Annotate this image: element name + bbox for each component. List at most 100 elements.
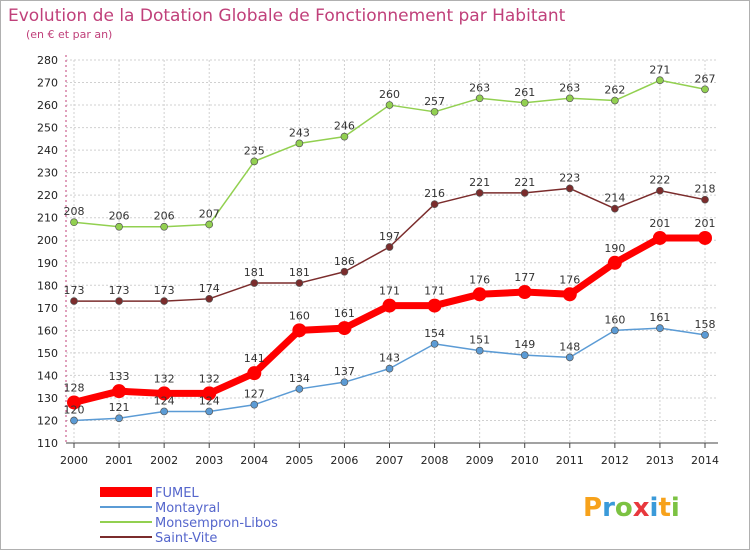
axes: 110 120 130 140 150 160 170 180 190 200 210 220 230 2… <box>37 54 719 467</box>
point-fumel-2003 <box>202 386 217 401</box>
data-label-monsempron-libos-2011: 263 <box>559 81 580 94</box>
point-montayral-2012 <box>611 326 619 335</box>
point-saint-vite-2014 <box>701 195 709 204</box>
data-label-saint-vite-2009: 221 <box>469 176 490 189</box>
y-tick-label-150: 150 <box>37 347 58 360</box>
data-label-fumel-2006: 161 <box>334 307 355 320</box>
data-label-montayral-2000: 120 <box>64 403 85 416</box>
data-label-monsempron-libos-2000: 208 <box>64 205 85 218</box>
data-label-montayral-2004: 127 <box>244 388 265 401</box>
y-tick-label-270: 270 <box>37 77 58 90</box>
y-tick-label-180: 180 <box>37 279 58 292</box>
data-label-fumel-2008: 171 <box>424 285 445 298</box>
point-fumel-2008 <box>427 298 442 313</box>
data-label-montayral-2006: 137 <box>334 365 355 378</box>
x-tick-label-2006: 2006 <box>330 454 358 467</box>
data-label-montayral-2012: 160 <box>604 313 625 326</box>
y-tick-label-240: 240 <box>37 144 58 157</box>
point-saint-vite-2003 <box>205 294 214 303</box>
data-label-monsempron-libos-2009: 263 <box>469 81 490 94</box>
point-montayral-2007 <box>385 364 394 373</box>
y-tick-label-140: 140 <box>37 369 58 382</box>
data-label-saint-vite-2012: 214 <box>604 192 625 205</box>
point-saint-vite-2011 <box>565 184 574 193</box>
logo-letter-1: r <box>602 493 615 523</box>
data-label-fumel-2009: 176 <box>469 273 490 286</box>
point-saint-vite-2005 <box>295 279 304 287</box>
y-tick-label-130: 130 <box>37 392 58 405</box>
data-label-monsempron-libos-2012: 262 <box>604 84 625 97</box>
data-label-montayral-2007: 143 <box>379 352 400 365</box>
data-label-fumel-2005: 160 <box>289 309 310 322</box>
point-monsempron-libos-2009 <box>475 94 484 103</box>
y-tick-label-170: 170 <box>37 302 58 315</box>
point-montayral-2001 <box>115 414 123 423</box>
data-label-saint-vite-2000: 173 <box>64 284 85 297</box>
data-label-fumel-2003: 132 <box>199 372 220 385</box>
data-label-fumel-2001: 133 <box>109 370 130 383</box>
data-label-fumel-2004: 141 <box>244 352 265 365</box>
data-label-fumel-2000: 128 <box>64 381 85 394</box>
point-montayral-2008 <box>430 340 439 348</box>
data-label-montayral-2003: 124 <box>199 394 220 407</box>
data-label-saint-vite-2007: 197 <box>379 230 400 243</box>
data-label-fumel-2011: 176 <box>559 273 580 286</box>
data-label-monsempron-libos-2010: 261 <box>514 86 535 99</box>
data-label-fumel-2013: 201 <box>649 217 670 230</box>
y-tick-label-190: 190 <box>37 257 58 270</box>
x-tick-label-2009: 2009 <box>466 454 494 467</box>
logo-letter-3: x <box>633 493 650 523</box>
logo-letter-5: t <box>658 493 670 523</box>
legend-label-saint-vite: Saint-Vite <box>155 531 217 546</box>
y-tick-label-110: 110 <box>37 437 58 450</box>
x-tick-label-2004: 2004 <box>240 454 268 467</box>
data-label-saint-vite-2005: 181 <box>289 266 310 279</box>
data-label-fumel-2012: 190 <box>604 242 625 255</box>
data-label-montayral-2010: 149 <box>514 338 535 351</box>
point-fumel-2006 <box>337 321 352 336</box>
logo-letter-2: o <box>615 493 633 523</box>
x-tick-label-2012: 2012 <box>601 454 629 467</box>
point-fumel-2001 <box>112 384 127 399</box>
logo-letter-4: i <box>650 493 659 523</box>
point-monsempron-libos-2001 <box>115 222 123 231</box>
point-monsempron-libos-2007 <box>385 101 394 109</box>
data-label-fumel-2002: 132 <box>154 372 175 385</box>
data-label-fumel-2007: 171 <box>379 285 400 298</box>
series-area <box>67 76 712 425</box>
point-montayral-2002 <box>160 407 168 416</box>
data-label-fumel-2010: 177 <box>514 271 535 284</box>
x-tick-label-2014: 2014 <box>691 454 719 467</box>
x-tick-label-2011: 2011 <box>556 454 584 467</box>
point-saint-vite-2002 <box>160 297 168 305</box>
data-label-saint-vite-2008: 216 <box>424 187 445 200</box>
data-label-monsempron-libos-2013: 271 <box>649 63 670 76</box>
point-monsempron-libos-2005 <box>295 139 304 148</box>
point-monsempron-libos-2000 <box>70 218 78 227</box>
data-label-montayral-2014: 158 <box>695 318 716 331</box>
point-monsempron-libos-2003 <box>205 220 214 229</box>
point-fumel-2004 <box>247 366 262 381</box>
point-saint-vite-2006 <box>340 267 349 276</box>
data-label-monsempron-libos-2007: 260 <box>379 88 400 101</box>
data-label-montayral-2001: 121 <box>109 401 130 414</box>
x-tick-label-2010: 2010 <box>511 454 539 467</box>
x-tick-label-2008: 2008 <box>421 454 449 467</box>
y-tick-label-210: 210 <box>37 212 58 225</box>
point-fumel-2002 <box>157 386 172 401</box>
y-tick-label-120: 120 <box>37 414 58 427</box>
chart-title: Evolution de la Dotation Globale de Fonc… <box>8 6 566 26</box>
data-label-monsempron-libos-2001: 206 <box>109 210 130 223</box>
data-label-saint-vite-2001: 173 <box>109 284 130 297</box>
x-tick-label-2007: 2007 <box>376 454 404 467</box>
point-fumel-2010 <box>517 285 532 300</box>
data-label-montayral-2013: 161 <box>649 311 670 324</box>
logo-letter-6: i <box>671 493 680 523</box>
data-label-saint-vite-2002: 173 <box>154 284 175 297</box>
data-labels: 120 121 124 124 127 134 137 143 154 151 149 148 160 1… <box>64 63 716 416</box>
point-fumel-2009 <box>472 287 487 302</box>
proxiti-logo: Proxiti <box>583 493 680 523</box>
point-montayral-2004 <box>250 400 259 409</box>
point-monsempron-libos-2011 <box>565 94 574 103</box>
